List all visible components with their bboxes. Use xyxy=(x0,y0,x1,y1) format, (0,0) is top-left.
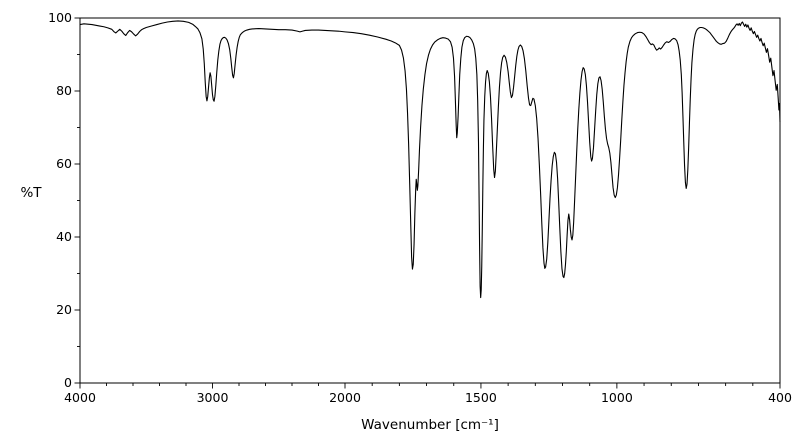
y-tick-label: 60 xyxy=(56,156,72,171)
x-tick-label: 1000 xyxy=(601,390,633,405)
y-tick-label: 100 xyxy=(48,10,72,25)
y-tick-label: 40 xyxy=(56,229,72,244)
x-tick-label: 400 xyxy=(768,390,792,405)
axis-ticks xyxy=(74,17,781,389)
y-tick-label: 80 xyxy=(56,83,72,98)
y-axis-label: %T xyxy=(20,185,42,201)
spectrum-line xyxy=(79,20,781,299)
y-tick-label: 0 xyxy=(64,375,72,390)
plot-border xyxy=(79,17,781,384)
y-tick-label: 20 xyxy=(56,302,72,317)
spectrum-curve xyxy=(79,20,781,299)
x-tick-label: 2000 xyxy=(329,390,361,405)
x-tick-label: 4000 xyxy=(64,390,96,405)
x-tick-label: 1500 xyxy=(465,390,497,405)
x-axis-label: Wavenumber [cm⁻¹] xyxy=(361,417,499,433)
x-tick-label: 3000 xyxy=(197,390,229,405)
plot-frame xyxy=(79,17,781,384)
